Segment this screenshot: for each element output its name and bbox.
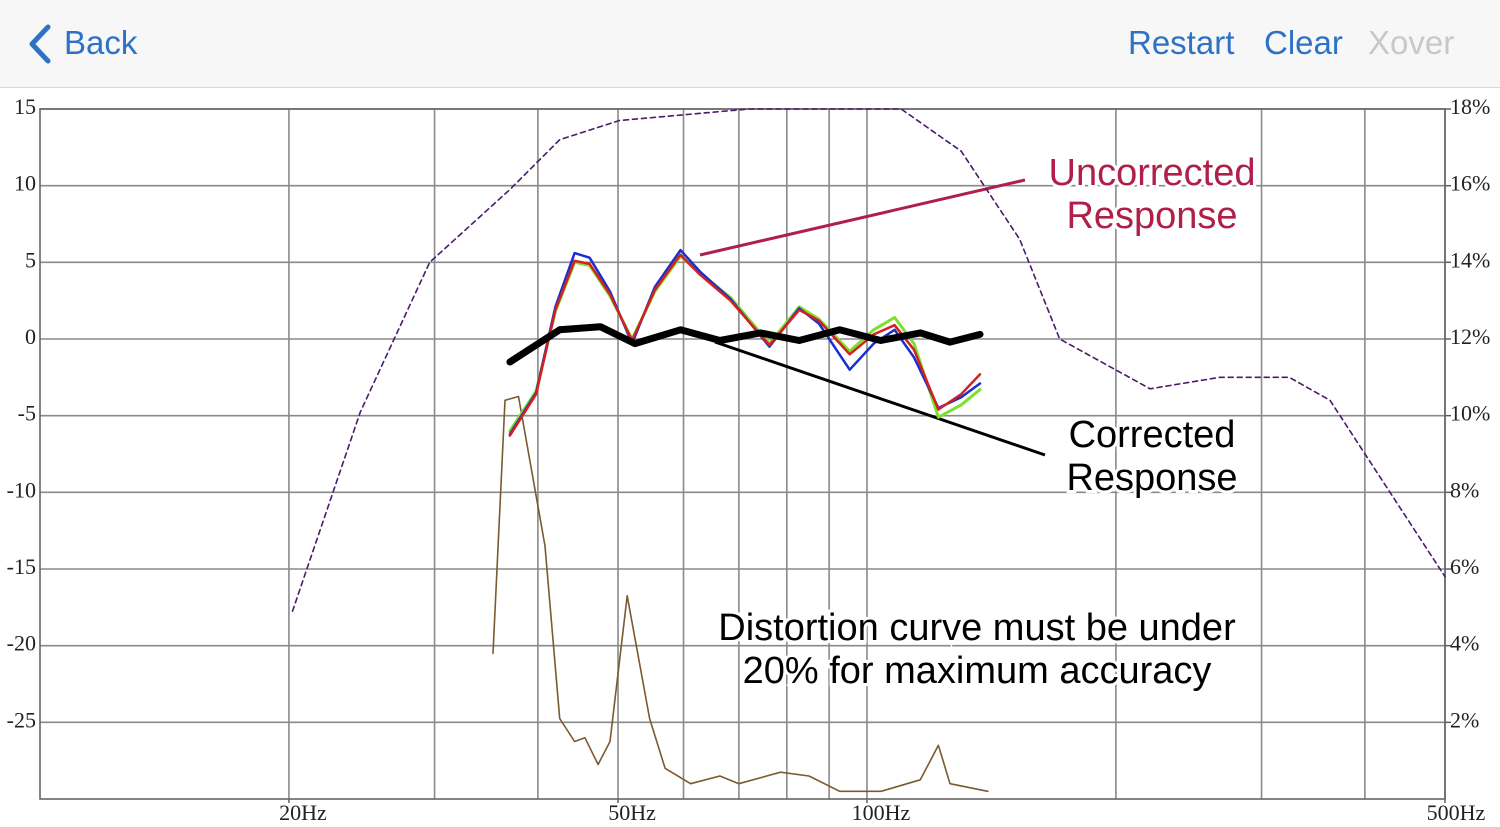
x-tick-label: 500Hz xyxy=(1427,800,1486,825)
y-tick-label: 0 xyxy=(25,324,36,349)
uncorrected-leader xyxy=(699,178,1026,257)
annotation: 20% for maximum accuracy xyxy=(743,650,1212,692)
series-line xyxy=(506,323,984,366)
y2-tick-label: 12% xyxy=(1450,324,1490,349)
y2-tick-label: 2% xyxy=(1450,707,1479,732)
y2-tick-label: 6% xyxy=(1450,554,1479,579)
back-button[interactable]: Back xyxy=(64,24,138,61)
y-tick-label: -15 xyxy=(7,554,36,579)
restart-button[interactable]: Restart xyxy=(1128,24,1235,61)
y-tick-label: 5 xyxy=(25,247,36,272)
annotation: Distortion curve must be under xyxy=(718,607,1236,649)
annotation: Corrected xyxy=(1069,414,1236,456)
y-tick-label: -20 xyxy=(7,631,36,656)
clear-button[interactable]: Clear xyxy=(1264,24,1343,61)
x-tick-label: 50Hz xyxy=(608,800,656,825)
xover-button: Xover xyxy=(1368,24,1455,61)
y2-tick-label: 18% xyxy=(1450,94,1490,119)
chart: 15 10 5 0 -5 -10 -15 -20 -25 18% 16% 14% 12% 10% 8% 6% 4… xyxy=(7,94,1491,825)
annotation: Uncorrected xyxy=(1049,152,1256,194)
y-tick-label: 10 xyxy=(14,171,36,196)
toolbar: Back Restart Clear Xover xyxy=(0,0,1500,88)
series-line xyxy=(508,253,982,437)
annotation: Response xyxy=(1066,195,1237,237)
annotation: Response xyxy=(1066,457,1237,499)
series-line xyxy=(492,395,989,793)
x-tick-label: 20Hz xyxy=(279,800,327,825)
y2-tick-label: 16% xyxy=(1450,171,1490,196)
y2-tick-label: 10% xyxy=(1450,401,1490,426)
y-tick-label: -5 xyxy=(18,401,36,426)
y2-tick-label: 4% xyxy=(1450,631,1479,656)
x-tick-label: 100Hz xyxy=(852,800,911,825)
series-line xyxy=(291,108,1446,612)
corrected-leader xyxy=(714,340,1046,457)
back-chevron[interactable] xyxy=(26,24,54,64)
y2-tick-label: 8% xyxy=(1450,477,1479,502)
y2-tick-label: 14% xyxy=(1450,247,1490,272)
y-tick-label: -25 xyxy=(7,707,36,732)
y-tick-label: -10 xyxy=(7,477,36,502)
y-tick-label: 15 xyxy=(14,94,36,119)
